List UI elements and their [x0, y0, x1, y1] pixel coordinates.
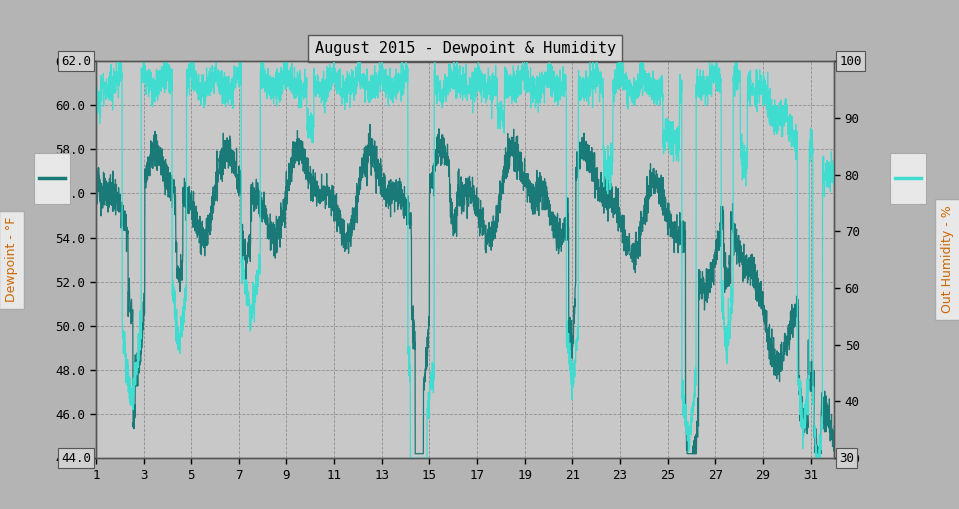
- Title: August 2015 - Dewpoint & Humidity: August 2015 - Dewpoint & Humidity: [315, 41, 616, 56]
- Text: 44.0: 44.0: [61, 451, 91, 465]
- Text: 30: 30: [839, 451, 854, 465]
- Text: 62.0: 62.0: [61, 54, 91, 68]
- Text: Dewpoint - °F: Dewpoint - °F: [5, 217, 18, 302]
- Text: 100: 100: [839, 54, 861, 68]
- Text: Out Humidity - %: Out Humidity - %: [941, 206, 954, 314]
